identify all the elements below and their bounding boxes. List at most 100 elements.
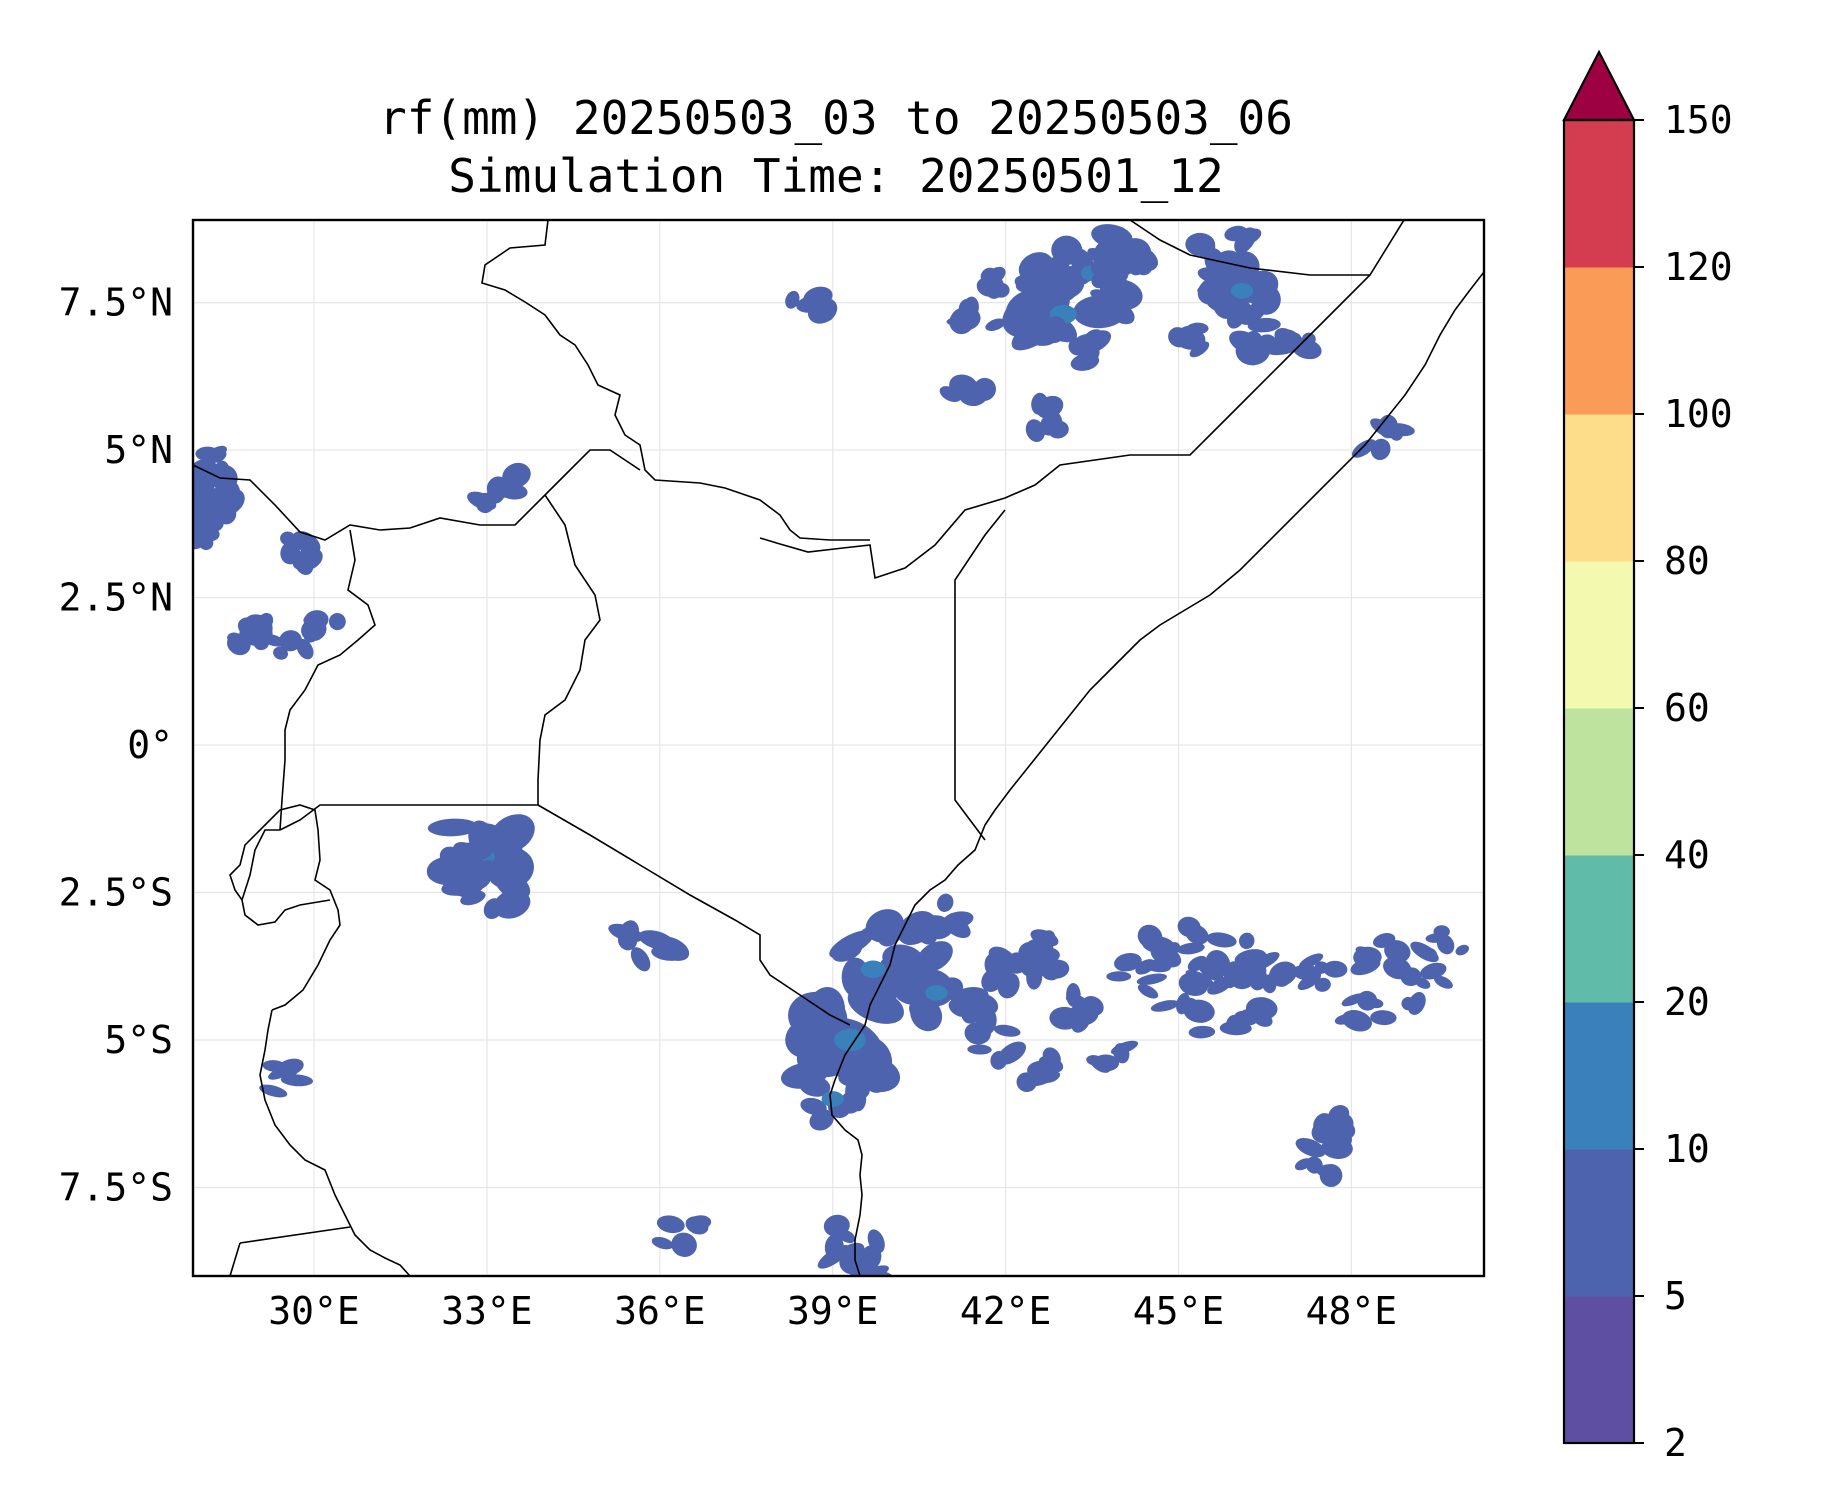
colorbar-label: 10: [1664, 1127, 1710, 1171]
rain-cell: [688, 1215, 712, 1230]
rain-area: [1410, 925, 1470, 963]
border-tanzania-west: [259, 1009, 411, 1276]
colorbar-segment: [1564, 855, 1634, 1003]
rain-area: [1087, 224, 1159, 278]
rain-cell: [1370, 1010, 1397, 1026]
rain-area: [1086, 1040, 1139, 1073]
rain-cell: [460, 890, 486, 906]
rain-cell: [1205, 950, 1231, 977]
rain-cell: [1042, 316, 1067, 344]
rain-cell: [950, 988, 969, 1007]
rain-area: [1400, 962, 1453, 1015]
colorbar-label: 5: [1664, 1274, 1687, 1318]
rain-cell: [1163, 942, 1181, 957]
colorbar-segment: [1564, 561, 1634, 709]
rain-area: [921, 893, 974, 940]
rain-cell: [1436, 934, 1455, 955]
rain-cell: [1024, 1074, 1053, 1087]
x-tick-label: 33°E: [441, 1289, 533, 1333]
colorbar-segment: [1564, 708, 1634, 856]
rain-cell: [1188, 1025, 1216, 1039]
rain-cell: [304, 610, 329, 630]
x-axis-ticks: 30°E 33°E 36°E 39°E 42°E 45°E 48°E: [268, 1289, 1397, 1333]
y-tick-label: 2.5°S: [59, 871, 173, 915]
rain-cell: [259, 1084, 288, 1098]
rain-cell: [1014, 275, 1030, 288]
map-subtitle: Simulation Time: 20250501_12: [448, 149, 1223, 203]
rain-cell: [481, 860, 519, 886]
rain-area: [893, 959, 969, 1032]
rain-cell: [1045, 409, 1063, 432]
rain-cell: [1187, 955, 1208, 972]
rain-cell: [328, 612, 346, 631]
rain-cell: [1185, 970, 1215, 988]
country-borders: [193, 220, 1484, 1276]
rain-cell: [1182, 997, 1201, 1018]
rain-cell: [1420, 962, 1447, 980]
border-ethiopia-somalia: [759, 220, 1405, 580]
y-tick-label: 2.5°N: [59, 576, 173, 620]
rain-cell: [1135, 959, 1156, 975]
y-tick-label: 5°N: [104, 428, 173, 472]
rain-area: [460, 855, 531, 919]
rain-cell: [1305, 1156, 1323, 1174]
y-tick-label: 5°S: [104, 1018, 173, 1062]
rain-area: [244, 614, 302, 660]
rain-cell: [990, 1051, 1008, 1070]
colorbar-segment: [1564, 414, 1634, 562]
rain-cell: [1185, 924, 1209, 945]
colorbar-label: 20: [1664, 980, 1710, 1024]
rain-cell: [1245, 962, 1262, 974]
rain-cell: [656, 1215, 685, 1234]
rain-cell: [848, 1262, 873, 1276]
rain-cell: [1226, 302, 1247, 329]
rain-area: [1168, 322, 1210, 358]
rain-area: [1294, 1137, 1353, 1187]
rain-cell: [253, 635, 270, 651]
rain-area: [939, 374, 996, 407]
rain-core: [821, 1091, 844, 1107]
rain-cell: [671, 1232, 697, 1257]
rain-area: [1351, 414, 1415, 461]
rain-cell: [273, 646, 288, 660]
rain-cell: [1433, 975, 1453, 989]
rain-cell: [1414, 977, 1431, 989]
border-south-sudan-ethiopia: [481, 220, 870, 541]
y-tick-label: 0°: [127, 723, 173, 767]
rain-cell: [1177, 942, 1205, 955]
rain-cell: [1313, 1113, 1334, 1137]
rain-area: [296, 610, 346, 660]
rain-cell: [280, 531, 296, 546]
colorbar-label: 40: [1664, 833, 1710, 877]
rain-cell: [1049, 1006, 1080, 1030]
colorbar-extend-arrow: [1562, 49, 1636, 122]
rain-cell: [1219, 1021, 1252, 1036]
rain-cell: [651, 1236, 674, 1250]
rain-cell: [1113, 1045, 1129, 1061]
y-tick-label: 7.5°S: [59, 1166, 173, 1210]
rain-cell: [1187, 333, 1203, 352]
rain-cell: [1234, 1010, 1251, 1022]
x-tick-label: 39°E: [787, 1289, 879, 1333]
rain-area: [259, 1058, 314, 1098]
rain-cell: [427, 818, 479, 837]
rain-cell: [1314, 977, 1331, 992]
rain-cell: [1212, 250, 1245, 281]
border-south-sudan-kenya: [193, 449, 641, 541]
rain-cell: [1025, 419, 1045, 442]
rain-cell: [799, 1075, 831, 1097]
colorbar-label: 120: [1664, 245, 1733, 289]
rain-cell: [1258, 334, 1278, 352]
rain-cell: [840, 1086, 870, 1105]
rain-cell: [867, 1229, 885, 1254]
rain-cell: [1051, 235, 1083, 265]
rain-cell: [619, 920, 640, 945]
rain-area: [651, 1215, 712, 1257]
rain-cell: [1370, 438, 1391, 461]
rain-area: [1292, 953, 1348, 992]
rain-cell: [1384, 940, 1411, 963]
rain-cell: [1137, 984, 1159, 999]
rain-cell: [486, 476, 510, 501]
rain-cell: [1236, 228, 1262, 246]
rain-core: [925, 984, 948, 1001]
